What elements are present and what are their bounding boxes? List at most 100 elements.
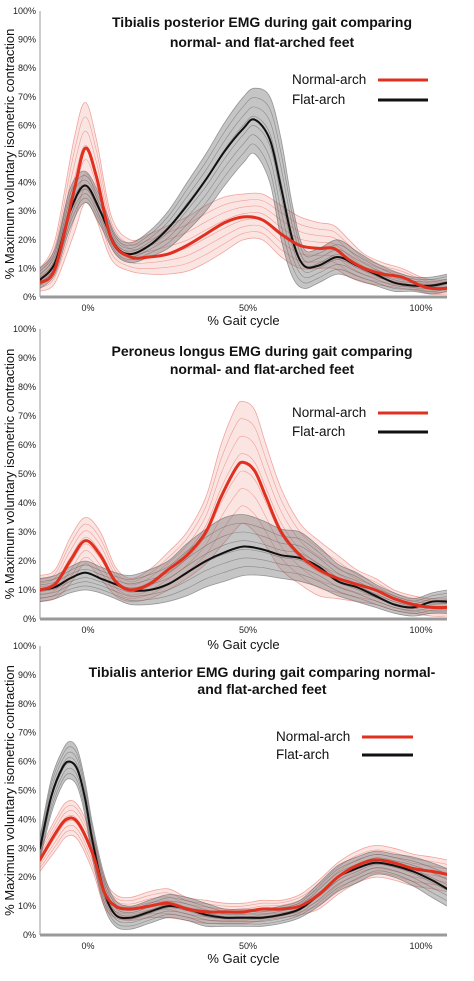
x-tick-label: 50% — [239, 303, 257, 313]
y-tick-label: 0% — [23, 930, 36, 940]
y-tick-label: 10% — [18, 901, 36, 911]
plot-area — [40, 87, 447, 295]
chart-panel-1: 0% 10% 20% 30% 40% 50% 60% 70% 80% 90% 100% 0% 50% 10… — [2, 6, 447, 328]
band-upper-edge — [40, 740, 447, 910]
band-upper-edge — [40, 514, 447, 600]
y-tick-label: 10% — [18, 585, 36, 595]
band-hatch — [40, 751, 447, 915]
band-upper-edge — [40, 400, 447, 600]
y-tick-label: 70% — [18, 92, 36, 102]
x-tick-label: 50% — [239, 625, 257, 635]
y-tick-label: 10% — [18, 263, 36, 273]
series-line-flat-arch — [40, 760, 447, 920]
chart-panel-2: 0% 10% 20% 30% 40% 50% 60% 70% 80% 90% 100% 0% 50% 10… — [2, 324, 447, 652]
x-tick-label: 50% — [239, 941, 257, 951]
y-tick-label: 20% — [18, 556, 36, 566]
x-axis-label: % Gait cycle — [207, 313, 279, 328]
y-tick-label: 60% — [18, 757, 36, 767]
band-hatch — [40, 470, 447, 610]
legend-label: Flat-arch — [292, 92, 345, 107]
y-tick-label: 70% — [18, 728, 36, 738]
y-tick-label: 50% — [18, 786, 36, 796]
legend-label: Flat-arch — [276, 747, 329, 762]
y-tick-label: 80% — [18, 382, 36, 392]
y-tick-label: 20% — [18, 872, 36, 882]
series-line-normal-arch — [40, 816, 447, 914]
y-tick-label: 30% — [18, 206, 36, 216]
y-tick-label: 40% — [18, 178, 36, 188]
y-tick-label: 30% — [18, 527, 36, 537]
x-tick-label: 0% — [81, 303, 94, 313]
chart-title-line: normal- and flat-arched feet — [170, 34, 355, 50]
band-hatch — [40, 746, 447, 913]
band-hatch — [40, 106, 447, 283]
band-hatch — [40, 116, 447, 283]
chart-title-line: Tibialis posterior EMG during gait compa… — [112, 14, 412, 30]
band-hatch — [40, 187, 447, 293]
band-normal-arch — [40, 102, 447, 295]
band-flat-arch — [40, 741, 447, 930]
band-hatch — [40, 830, 447, 922]
y-tick-label: 80% — [18, 63, 36, 73]
chart-title-line: normal- and flat-arched feet — [170, 361, 355, 377]
series-line-normal-arch — [40, 146, 447, 291]
y-tick-label: 0% — [23, 292, 36, 302]
x-tick-label: 0% — [81, 625, 94, 635]
band-hatch — [40, 143, 447, 293]
band-lower-edge — [40, 152, 447, 295]
x-axis-label: % Gait cycle — [207, 637, 279, 652]
x-tick-label: 100% — [409, 941, 432, 951]
y-tick-label: 100% — [13, 324, 36, 334]
chart-title-line: Tibialis anterior EMG during gait compar… — [89, 664, 436, 680]
band-hatch — [40, 134, 447, 290]
band-hatch — [40, 566, 447, 614]
x-tick-label: 0% — [81, 941, 94, 951]
band-normal-arch — [40, 401, 447, 617]
band-hatch — [40, 549, 447, 609]
y-tick-label: 90% — [18, 35, 36, 45]
legend-label: Normal-arch — [276, 729, 350, 744]
y-tick-label: 40% — [18, 814, 36, 824]
chart-panel-3: 0% 10% 20% 30% 40% 50% 60% 70% 80% 90% 100% 0% 50% 10… — [2, 641, 447, 966]
band-hatch — [40, 767, 447, 924]
y-tick-label: 20% — [18, 235, 36, 245]
band-upper-edge — [40, 800, 447, 904]
band-lower-edge — [40, 201, 447, 295]
band-upper-edge — [40, 102, 447, 281]
y-tick-label: 40% — [18, 498, 36, 508]
y-tick-label: 90% — [18, 670, 36, 680]
plot-area — [40, 740, 447, 930]
band-hatch — [40, 435, 447, 605]
band-hatch — [40, 522, 447, 602]
chart-title-line: and flat-arched feet — [197, 681, 326, 697]
band-lower-edge — [40, 574, 447, 617]
legend-label: Normal-arch — [292, 72, 366, 87]
x-tick-label: 100% — [409, 625, 432, 635]
band-lower-edge — [40, 778, 447, 930]
band-lower-edge — [40, 834, 447, 925]
y-tick-label: 50% — [18, 149, 36, 159]
legend-label: Flat-arch — [292, 424, 345, 439]
series-line-flat-arch — [40, 545, 447, 609]
band-hatch — [40, 557, 447, 612]
y-tick-label: 60% — [18, 440, 36, 450]
band-flat-arch — [40, 88, 447, 295]
plot-area — [40, 400, 447, 617]
y-axis-label: % Maximum voluntary isometric contractio… — [2, 665, 17, 916]
y-tick-label: 80% — [18, 699, 36, 709]
band-hatch — [40, 773, 447, 927]
chart-title-line: Peroneus longus EMG during gait comparin… — [111, 343, 412, 359]
y-tick-label: 0% — [23, 614, 36, 624]
y-axis-label: % Maximum voluntary isometric contractio… — [2, 29, 17, 280]
y-axis-label: % Maximum voluntary isometric contractio… — [2, 349, 17, 600]
y-tick-label: 60% — [18, 120, 36, 130]
series-line-flat-arch — [40, 118, 447, 287]
x-axis-label: % Gait cycle — [207, 951, 279, 966]
y-tick-label: 30% — [18, 843, 36, 853]
y-tick-label: 90% — [18, 353, 36, 363]
band-hatch — [40, 418, 447, 602]
y-tick-label: 70% — [18, 411, 36, 421]
y-tick-label: 50% — [18, 469, 36, 479]
y-tick-label: 100% — [13, 6, 36, 16]
